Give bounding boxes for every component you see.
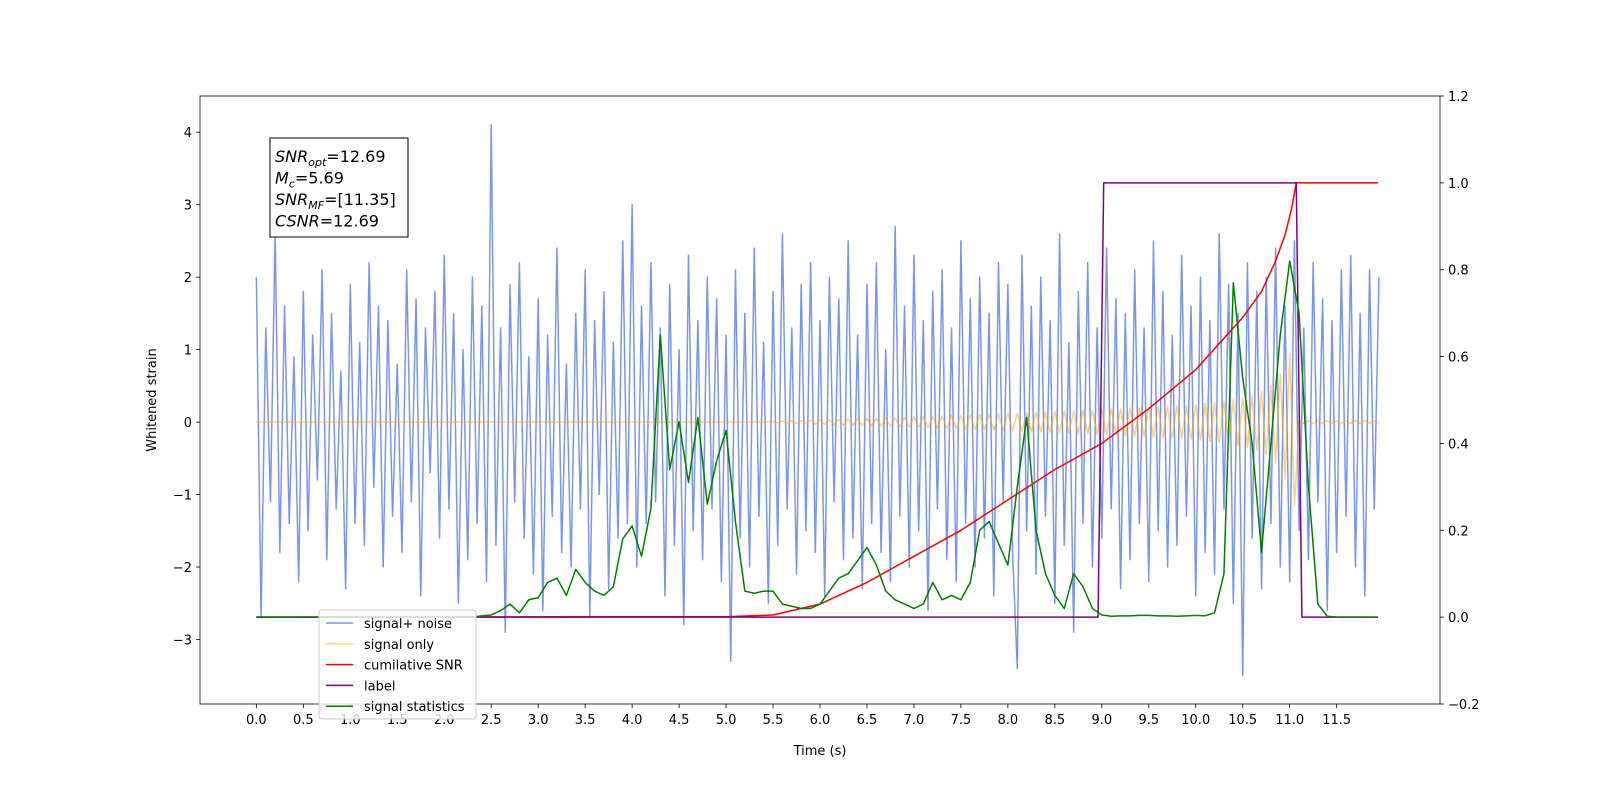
annotation-symbol: SNR (275, 190, 308, 209)
x-tick-label: 10.5 (1228, 713, 1257, 728)
plot-area (255, 124, 1380, 677)
annotation-line: SNRopt=12.69 (275, 147, 386, 169)
y2-tick-label: 1.0 (1448, 177, 1469, 192)
x-tick-label: 7.0 (904, 713, 925, 728)
annotation-value: =12.69 (326, 147, 385, 166)
x-axis-label: Time (s) (793, 744, 847, 759)
annotation-line: Mc=5.69 (275, 169, 344, 191)
annotation-value: =5.69 (295, 169, 344, 188)
x-tick-label: 4.5 (669, 713, 690, 728)
y-tick-label: 2 (184, 271, 192, 286)
x-tick-label: 4.0 (622, 713, 643, 728)
annotation-line: SNRMF=[11.35] (275, 190, 396, 212)
legend-frame (318, 609, 477, 720)
x-tick-label: 5.0 (716, 713, 737, 728)
legend-label: signal only (364, 638, 434, 653)
y-tick-label: −2 (173, 561, 192, 576)
series-line (256, 182, 1378, 618)
x-tick-label: 11.5 (1322, 713, 1351, 728)
x-tick-label: 3.0 (528, 713, 549, 728)
y2-tick-label: 1.2 (1448, 90, 1469, 105)
annotation-line: CSNR=12.69 (275, 212, 379, 231)
y-axis-label: Whitened strain (145, 348, 160, 451)
x-tick-label: 9.5 (1138, 713, 1159, 728)
annotation-subscript: MF (308, 199, 324, 212)
y2-tick-label: 0.4 (1448, 437, 1469, 452)
x-tick-label: 8.5 (1045, 713, 1066, 728)
annotation-symbol: SNR (275, 147, 308, 166)
x-tick-label: 6.0 (810, 713, 831, 728)
y-tick-label: 3 (184, 199, 192, 214)
y2-tick-label: 0.6 (1448, 351, 1469, 366)
x-tick-label: 10.0 (1181, 713, 1210, 728)
legend-label: signal+ noise (364, 617, 452, 632)
x-tick-label: 5.5 (763, 713, 784, 728)
legend: signal+ noise signal only cumilative SNR la… (318, 609, 477, 720)
y2-tick-label: 0.2 (1448, 524, 1469, 539)
legend-label: cumilative SNR (364, 659, 463, 674)
x-tick-label: 0.5 (293, 713, 314, 728)
y2-tick-label: −0.2 (1448, 698, 1480, 713)
x-tick-label: 11.0 (1275, 713, 1304, 728)
legend-label: label (364, 679, 395, 694)
x-tick-label: 8.0 (998, 713, 1019, 728)
annotation-box (269, 137, 409, 238)
y2-tick-label: 0.0 (1448, 611, 1469, 626)
series-line (256, 182, 1378, 618)
annotation-symbol: M (275, 169, 289, 188)
series-line (256, 352, 1380, 507)
annotation-value: =[11.35] (324, 190, 396, 209)
annotation: SNRopt=12.69Mc=5.69SNRMF=[11.35]CSNR=12.… (269, 137, 409, 238)
y-tick-label: −3 (173, 634, 192, 649)
y-tick-label: −1 (173, 489, 192, 504)
x-tick-label: 3.5 (575, 713, 596, 728)
x-tick-label: 0.0 (246, 713, 267, 728)
axes-frame (199, 95, 1441, 705)
y-tick-label: 4 (184, 126, 192, 141)
annotation-subscript: c (289, 178, 295, 191)
legend-label: signal statistics (364, 700, 465, 715)
y2-tick-label: 0.8 (1448, 264, 1469, 279)
x-tick-label: 2.5 (481, 713, 502, 728)
annotation-subscript: opt (308, 156, 327, 169)
series-line (255, 124, 1380, 677)
annotation-symbol: CSNR (275, 212, 320, 231)
y-tick-label: 0 (184, 416, 192, 431)
annotation-value: =12.69 (320, 212, 379, 231)
x-tick-label: 6.5 (857, 713, 878, 728)
y-tick-label: 1 (184, 344, 192, 359)
x-tick-label: 7.5 (951, 713, 972, 728)
x-tick-label: 9.0 (1091, 713, 1112, 728)
